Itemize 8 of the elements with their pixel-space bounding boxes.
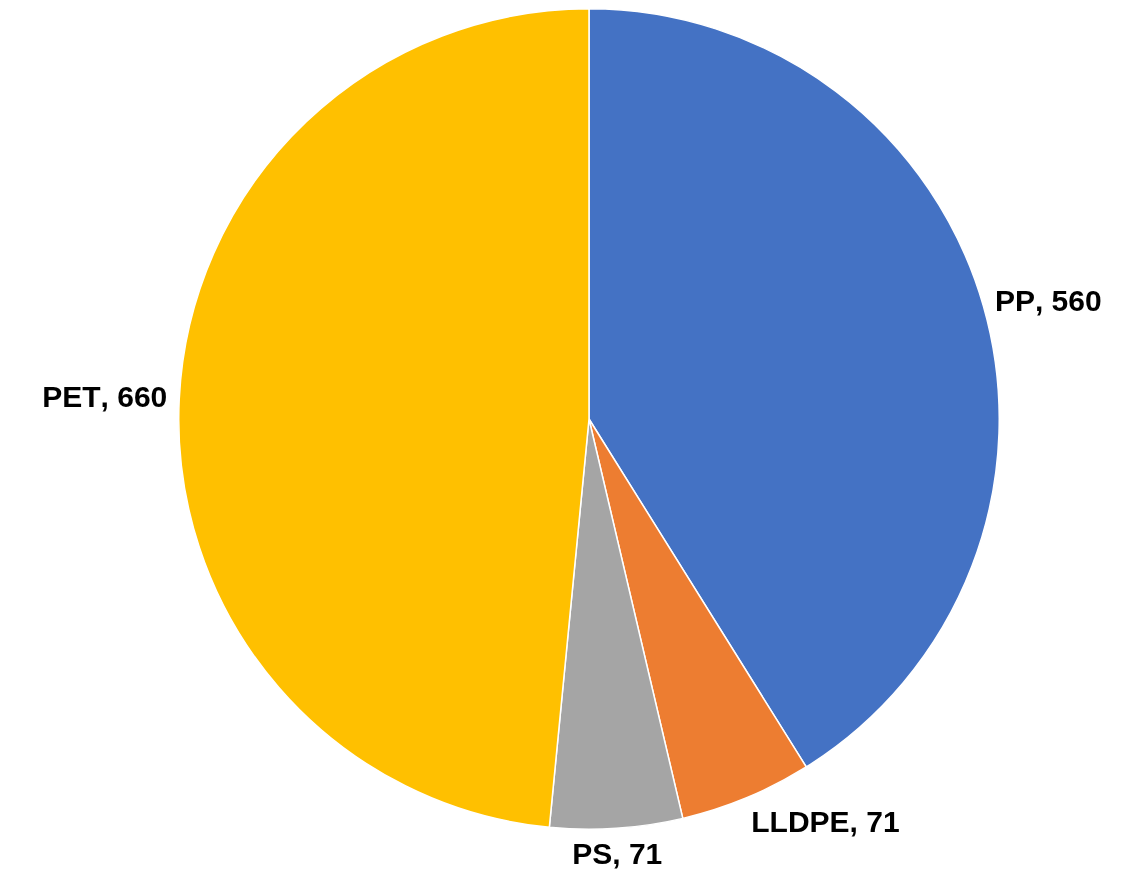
data-label: , 71 — [849, 805, 900, 839]
data-label: , 71 — [612, 836, 663, 870]
data-label: , 560 — [1034, 283, 1102, 317]
data-label: , 660 — [100, 379, 168, 413]
slice-label: LLDPE — [751, 805, 850, 839]
slice-label: PS — [572, 836, 613, 870]
slice-label: PP — [994, 283, 1035, 317]
slice-label: PET — [42, 379, 101, 413]
